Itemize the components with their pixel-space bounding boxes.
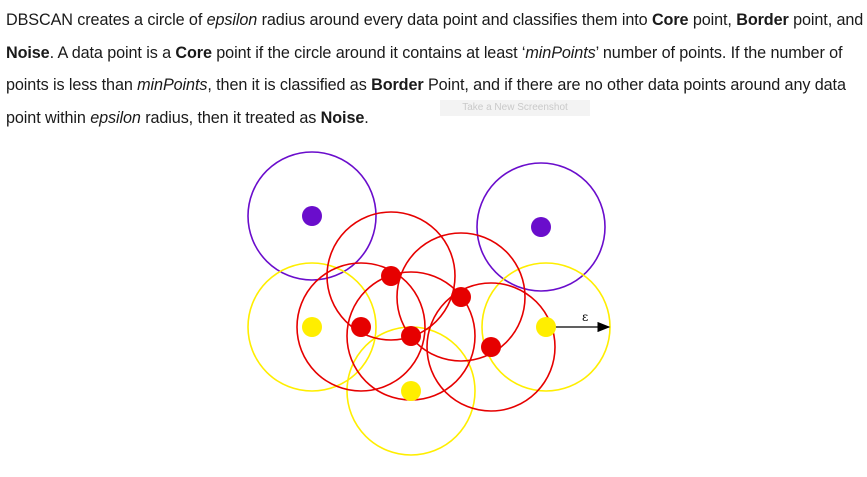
text-segment-bold: Core [651,11,689,29]
text-segment-italic: minPoints [137,76,208,94]
border-point-left [302,317,322,337]
screenshot-watermark: Take a New Screenshot [440,100,590,116]
text-segment: ’ number of points. If the number of poi… [6,43,843,95]
text-segment: point if the circle around it contains a… [211,43,526,62]
epsilon-label: ε [582,310,588,324]
noise-point-left [302,206,322,226]
text-segment: radius around every data point and class… [257,11,652,29]
text-segment-italic: epsilon [206,11,258,29]
text-segment-bold: Noise [320,108,365,127]
noise-circle-right [476,162,606,292]
core-circle-1 [326,211,456,341]
core-circle-2 [396,232,526,362]
text-segment: . [364,108,369,127]
core-point-2 [451,287,471,307]
text-segment-bold: Noise [6,43,50,62]
noise-circle-left [247,151,377,281]
text-segment: DBSCAN creates a circle of [6,11,207,29]
border-point-right [536,317,556,337]
text-segment-italic: epsilon [90,108,141,127]
core-circle-5 [426,282,556,412]
text-segment-bold: Border [736,11,789,29]
text-segment: , then it is classified as [207,76,372,94]
text-segment: . A data point is a [49,43,176,62]
border-point-bottom [401,381,421,401]
noise-point-right [531,217,551,237]
text-segment: Point, and if there are no other data po… [6,76,846,127]
description-paragraph: DBSCAN creates a circle of epsilon radiu… [6,4,864,134]
border-circle-left [247,262,377,392]
core-point-1 [381,266,401,286]
text-segment: radius, then it treated as [140,108,321,127]
text-segment: point, [688,11,737,29]
core-point-4 [401,326,421,346]
core-circle-3 [296,262,426,392]
core-point-5 [481,337,501,357]
core-point-3 [351,317,371,337]
text-segment-italic: minPoints [525,43,596,62]
text-segment-bold: Border [371,76,424,94]
text-segment-bold: Core [175,43,212,62]
text-segment: point, and [788,11,864,29]
